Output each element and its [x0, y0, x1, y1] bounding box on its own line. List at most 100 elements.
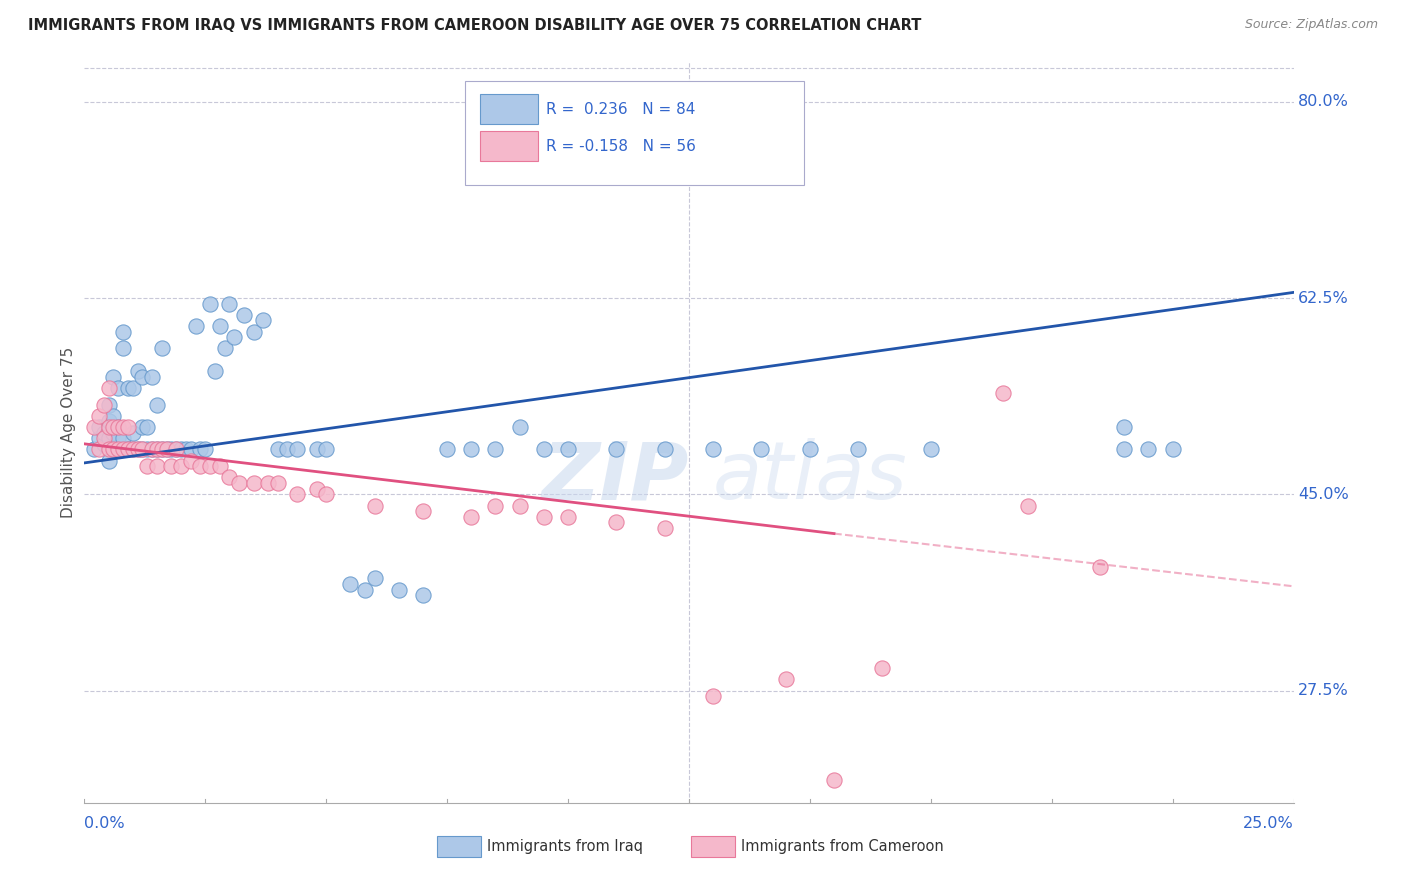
Point [127, 442, 149, 457]
Point [103, 442, 125, 457]
Point [97, 414, 120, 428]
Point [107, 431, 129, 445]
Point [97, 420, 120, 434]
Point [605, 442, 627, 457]
Point [131, 369, 153, 384]
Point [107, 420, 129, 434]
Point [557, 509, 579, 524]
Point [654, 442, 676, 457]
Point [198, 296, 221, 310]
Point [242, 325, 264, 339]
Text: 80.0%: 80.0% [1298, 95, 1350, 109]
Point [93, 437, 115, 451]
FancyBboxPatch shape [479, 95, 538, 124]
Point [107, 420, 129, 434]
Text: IMMIGRANTS FROM IRAQ VS IMMIGRANTS FROM CAMEROON DISABILITY AGE OVER 75 CORRELAT: IMMIGRANTS FROM IRAQ VS IMMIGRANTS FROM … [28, 18, 921, 33]
Point [846, 442, 869, 457]
Point [97, 398, 120, 412]
Text: 0.0%: 0.0% [84, 816, 125, 831]
Point [233, 308, 256, 322]
Point [208, 319, 231, 334]
Point [204, 364, 226, 378]
Point [117, 442, 139, 457]
Point [315, 442, 337, 457]
Point [103, 369, 125, 384]
Point [339, 577, 361, 591]
Point [107, 442, 129, 457]
Point [83, 420, 105, 434]
Point [257, 476, 280, 491]
Point [141, 442, 163, 457]
Point [93, 431, 115, 445]
Point [170, 442, 193, 457]
Point [267, 476, 290, 491]
Point [121, 442, 143, 457]
Point [93, 398, 115, 412]
Point [285, 487, 308, 501]
Point [484, 442, 506, 457]
Point [509, 420, 531, 434]
Text: 45.0%: 45.0% [1298, 487, 1350, 502]
Point [702, 442, 724, 457]
Point [305, 482, 328, 496]
Point [702, 690, 724, 704]
Point [363, 499, 385, 513]
Point [112, 431, 135, 445]
Point [165, 442, 187, 457]
Point [190, 459, 212, 474]
Point [117, 420, 139, 434]
Point [242, 476, 264, 491]
Point [190, 442, 212, 457]
Point [799, 442, 821, 457]
Text: ZIP: ZIP [541, 438, 689, 516]
Text: R =  0.236   N = 84: R = 0.236 N = 84 [547, 102, 696, 117]
Point [484, 499, 506, 513]
Point [218, 470, 240, 484]
Point [165, 442, 187, 457]
Point [103, 409, 125, 423]
Point [1017, 499, 1039, 513]
Text: 27.5%: 27.5% [1298, 683, 1350, 698]
Point [97, 453, 120, 467]
Point [146, 442, 169, 457]
Point [103, 442, 125, 457]
Point [194, 442, 217, 457]
Text: 25.0%: 25.0% [1243, 816, 1294, 831]
Point [136, 442, 159, 457]
FancyBboxPatch shape [437, 836, 481, 857]
Point [155, 442, 177, 457]
Point [141, 369, 163, 384]
Point [214, 342, 236, 356]
Point [184, 319, 207, 334]
Text: R = -0.158   N = 56: R = -0.158 N = 56 [547, 138, 696, 153]
Point [354, 582, 377, 597]
Point [775, 673, 797, 687]
Point [155, 442, 177, 457]
Point [117, 381, 139, 395]
Point [305, 442, 328, 457]
Point [87, 409, 110, 423]
Point [131, 442, 153, 457]
Point [198, 459, 221, 474]
Point [276, 442, 298, 457]
Point [97, 381, 120, 395]
Point [412, 588, 434, 602]
Point [131, 442, 153, 457]
Point [127, 442, 149, 457]
Point [160, 459, 183, 474]
Point [993, 386, 1015, 401]
Point [180, 442, 202, 457]
Point [605, 516, 627, 530]
Point [285, 442, 308, 457]
Point [252, 313, 274, 327]
Point [83, 442, 105, 457]
Point [460, 442, 482, 457]
Text: 62.5%: 62.5% [1298, 291, 1350, 305]
Point [509, 499, 531, 513]
Point [412, 504, 434, 518]
Point [436, 442, 458, 457]
Point [224, 330, 246, 344]
FancyBboxPatch shape [479, 131, 538, 161]
Point [150, 442, 173, 457]
Point [121, 442, 143, 457]
